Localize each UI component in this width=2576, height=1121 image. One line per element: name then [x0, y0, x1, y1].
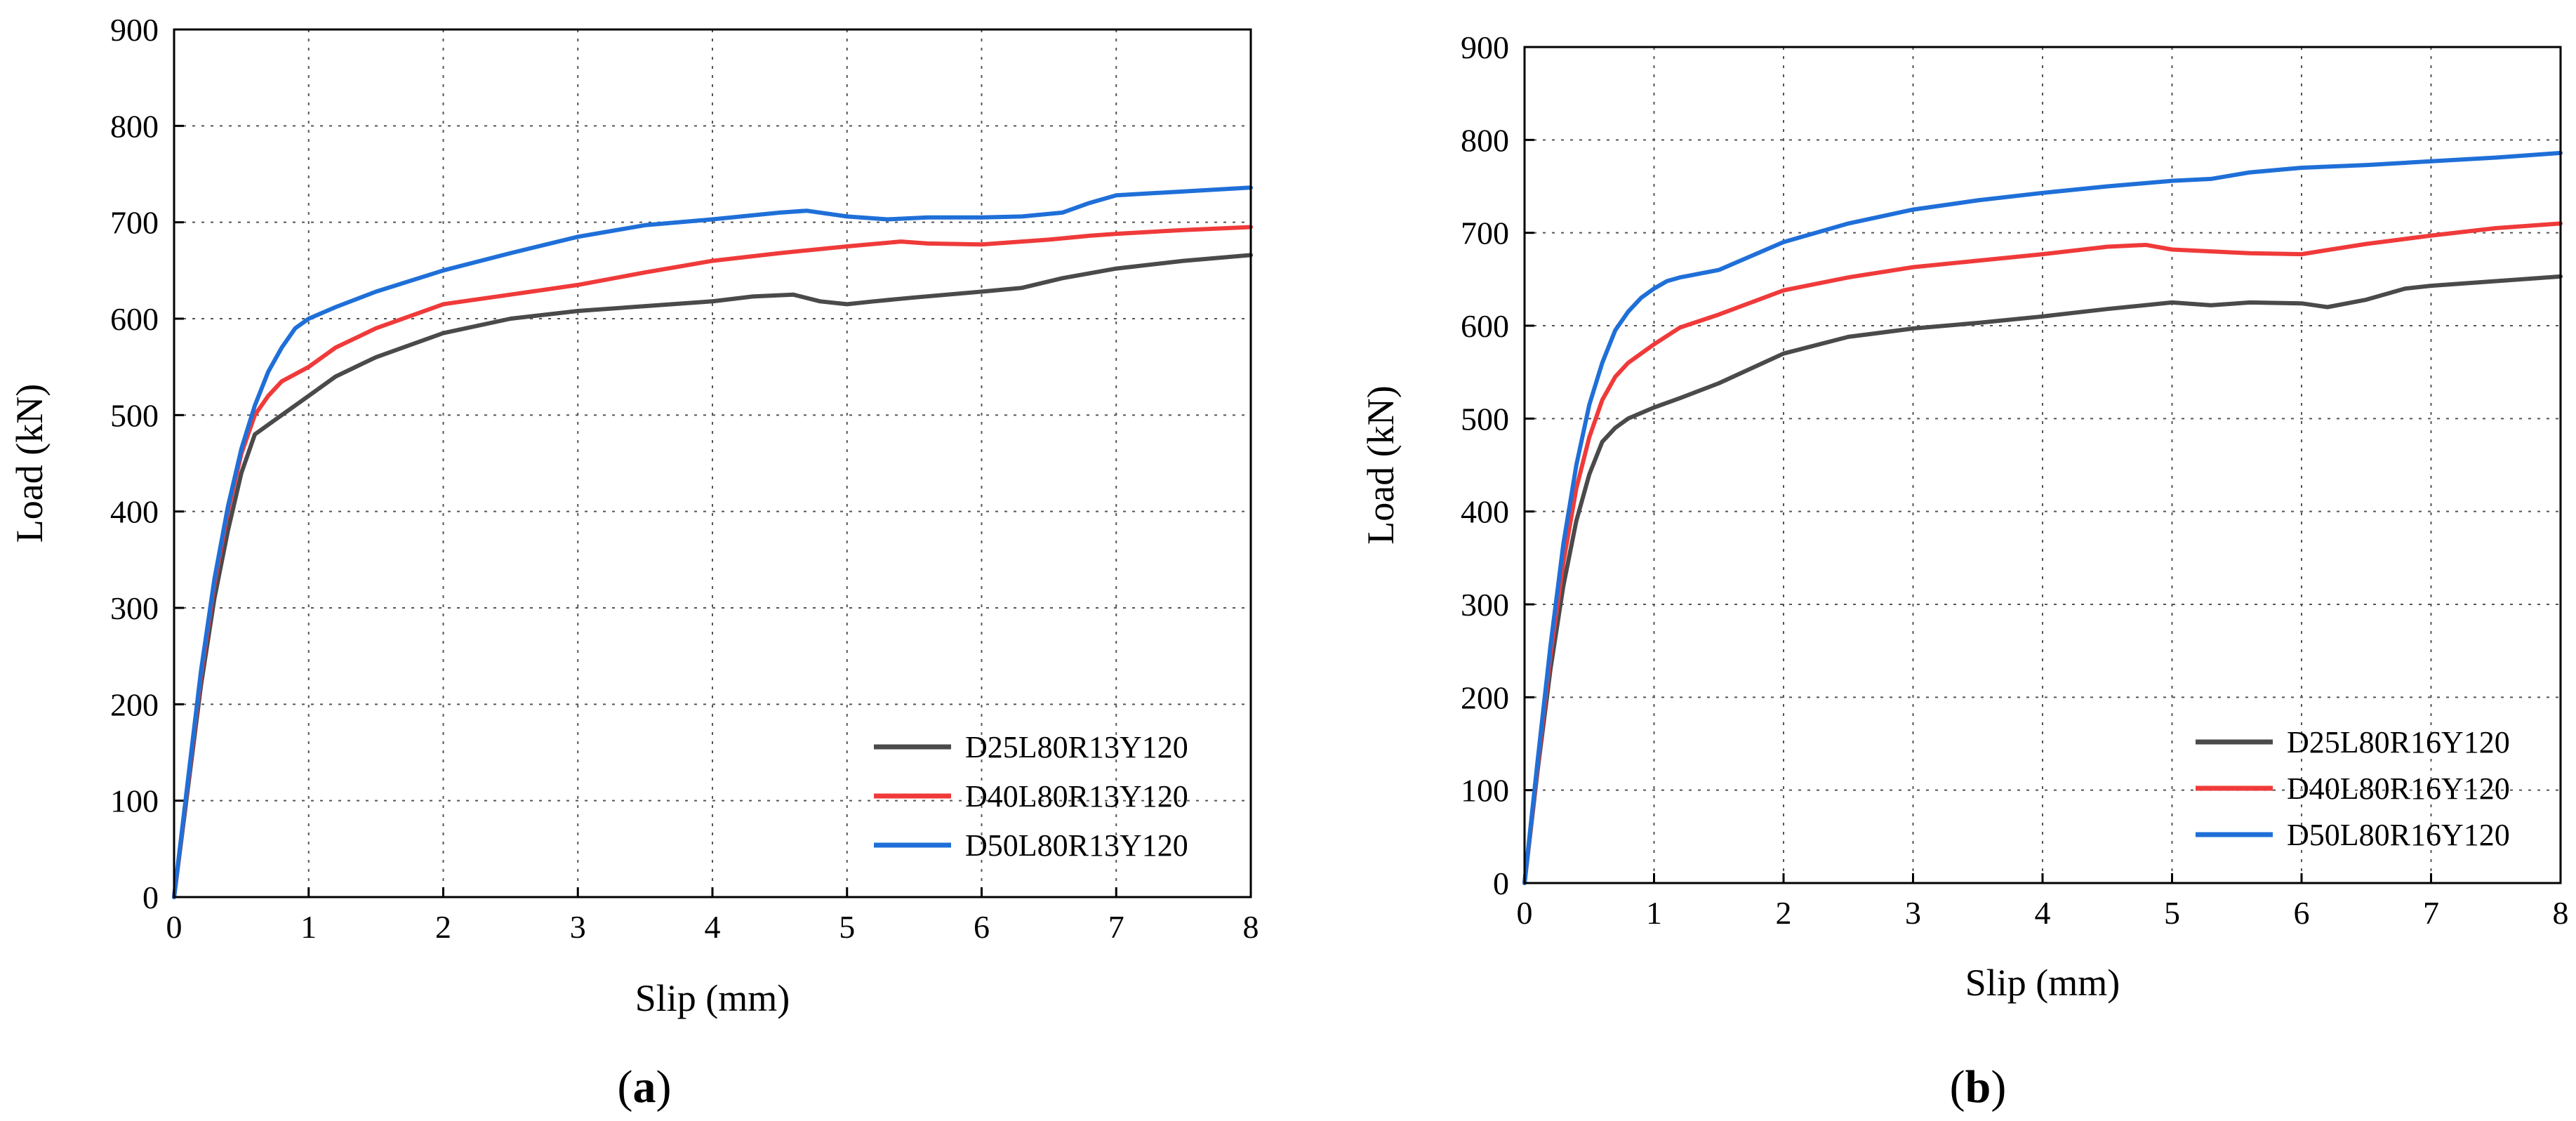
- x-tick-label: 4: [705, 909, 721, 945]
- x-tick-label: 7: [1108, 909, 1124, 945]
- x-tick-label: 6: [974, 909, 990, 945]
- legend-label: D25L80R16Y120: [2287, 725, 2510, 760]
- y-axis-title: Load (kN): [8, 384, 51, 543]
- x-tick-label: 7: [2423, 895, 2439, 931]
- y-tick-label: 900: [110, 12, 159, 48]
- legend: D25L80R16Y120 D40L80R16Y120 D50L80R16Y120: [2196, 725, 2510, 852]
- series-line-d25l80r16y120: [1522, 274, 2563, 885]
- x-tick-label: 5: [2164, 895, 2180, 931]
- x-tick-label: 8: [2553, 895, 2569, 931]
- y-tick-label: 100: [1461, 773, 1509, 809]
- x-tick-label: 4: [2035, 895, 2051, 931]
- y-tick-label: 700: [110, 205, 159, 241]
- y-tick-label: 400: [1461, 494, 1509, 530]
- y-tick-label: 900: [1461, 29, 1509, 65]
- y-tick-label: 300: [110, 590, 159, 626]
- y-tick-label: 500: [110, 397, 159, 433]
- panel-label: (b): [1950, 1061, 2007, 1113]
- y-tick-label: 100: [110, 783, 159, 819]
- y-tick-label: 800: [110, 108, 159, 144]
- x-axis-title: Slip (mm): [635, 977, 790, 1019]
- panel-label: (a): [618, 1061, 672, 1113]
- plot-frame: [173, 28, 1252, 898]
- x-tick-label: 2: [1776, 895, 1792, 931]
- y-tick-label: 200: [110, 686, 159, 722]
- series-line-d50l80r13y120: [172, 185, 1253, 899]
- plot-frame: [1523, 46, 2562, 884]
- y-tick-label: 500: [1461, 401, 1509, 437]
- series-line-d25l80r13y120: [172, 253, 1253, 899]
- y-tick-label: 200: [1461, 679, 1509, 715]
- y-tick-label: 300: [1461, 587, 1509, 623]
- x-tick-label: 0: [1517, 895, 1533, 931]
- y-tick-label: 0: [142, 880, 159, 915]
- series-line-d40l80r16y120: [1522, 221, 2563, 885]
- x-tick-label: 1: [300, 909, 317, 945]
- legend-label: D50L80R13Y120: [965, 828, 1188, 863]
- x-tick-label: 3: [1905, 895, 1921, 931]
- chart-panel-b: 0 1 2 3 4 5 6 7 8 0 100 200 300 400 500 600 700 800 900 D25…: [1360, 29, 2569, 1113]
- series-line-d50l80r16y120: [1522, 150, 2563, 885]
- y-tick-label: 700: [1461, 215, 1509, 251]
- x-axis-title: Slip (mm): [1965, 962, 2120, 1004]
- y-tick-label: 600: [1461, 308, 1509, 344]
- y-tick-label: 800: [1461, 122, 1509, 158]
- chart-panel-a: 0 1 2 3 4 5 6 7 8 0 100 200 300 400 500 600 700 800 900 D25…: [8, 12, 1259, 1113]
- x-tick-label: 2: [435, 909, 451, 945]
- legend-label: D25L80R13Y120: [965, 730, 1188, 764]
- x-tick-label: 8: [1243, 909, 1259, 945]
- x-tick-label: 6: [2294, 895, 2310, 931]
- legend-label: D40L80R16Y120: [2287, 771, 2510, 806]
- y-axis-title: Load (kN): [1360, 385, 1402, 544]
- y-tick-label: 0: [1493, 865, 1509, 901]
- legend-label: D40L80R13Y120: [965, 779, 1188, 814]
- x-tick-label: 3: [570, 909, 586, 945]
- legend: D25L80R13Y120 D40L80R13Y120 D50L80R13Y120: [874, 730, 1188, 863]
- x-tick-label: 1: [1646, 895, 1662, 931]
- x-tick-label: 0: [166, 909, 182, 945]
- y-tick-label: 600: [110, 301, 159, 337]
- legend-label: D50L80R16Y120: [2287, 818, 2510, 852]
- x-tick-label: 5: [839, 909, 855, 945]
- y-tick-label: 400: [110, 494, 159, 530]
